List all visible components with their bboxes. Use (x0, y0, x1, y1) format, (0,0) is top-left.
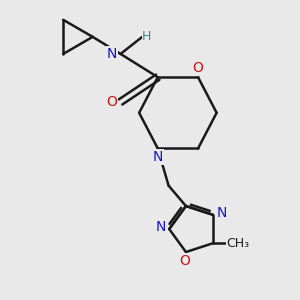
Text: H: H (142, 30, 152, 44)
Text: O: O (179, 254, 190, 268)
Text: O: O (106, 95, 117, 109)
Text: N: N (153, 150, 163, 164)
Text: N: N (155, 220, 166, 235)
Text: N: N (107, 47, 117, 61)
Text: O: O (193, 61, 203, 76)
Text: N: N (216, 206, 227, 220)
Text: CH₃: CH₃ (226, 237, 249, 250)
